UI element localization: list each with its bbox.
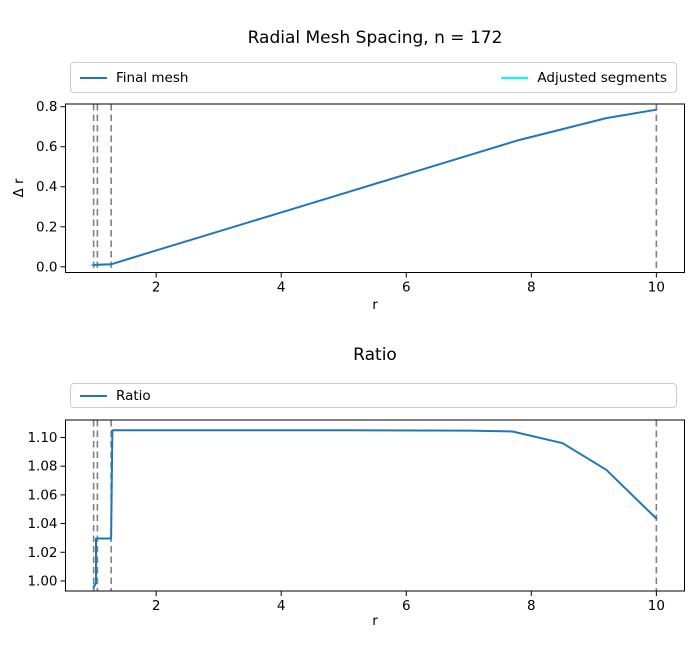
- x-tick-label: 8: [527, 598, 536, 614]
- y-tick-label: 1.08: [27, 459, 57, 475]
- x-tick-label: 2: [152, 280, 161, 296]
- x-tick-label: 4: [277, 598, 286, 614]
- legend-label-final-mesh: Final mesh: [116, 69, 189, 86]
- y-tick-label: 1.00: [27, 573, 57, 589]
- axes-spines: [65, 103, 685, 273]
- final-mesh-line: [92, 108, 658, 266]
- y-tick-label: 0.2: [36, 219, 57, 235]
- top-x-axis-label: r: [372, 297, 378, 313]
- final-mesh-line-swatch: [80, 76, 107, 79]
- adjusted-segments-line-swatch: [501, 76, 529, 79]
- y-tick-label: 1.04: [27, 516, 57, 532]
- legend-label-adjusted-segments: Adjusted segments: [537, 69, 667, 86]
- legend-entry-final-mesh: Final mesh: [80, 70, 188, 86]
- y-tick-label: 0.8: [36, 99, 57, 115]
- top-legend: Final mesh Adjusted segments: [70, 62, 677, 93]
- y-tick-label: 1.02: [27, 545, 57, 561]
- bottom-legend: Ratio: [70, 383, 677, 408]
- x-tick-label: 6: [402, 598, 411, 614]
- y-tick-label: 0.4: [36, 179, 57, 195]
- y-tick-label: 0.0: [36, 259, 57, 275]
- bottom-x-axis-label: r: [372, 613, 378, 629]
- y-tick-label: 1.06: [27, 487, 57, 503]
- x-tick-label: 4: [277, 280, 286, 296]
- bottom-plot-title: Ratio: [353, 345, 397, 365]
- x-tick-label: 8: [527, 280, 536, 296]
- legend-entry-adjusted-segments: Adjusted segments: [501, 70, 667, 86]
- top-plot-title: Radial Mesh Spacing, n = 172: [247, 28, 503, 48]
- legend-entry-ratio: Ratio: [80, 388, 151, 404]
- x-tick-label: 6: [402, 280, 411, 296]
- legend-label-ratio: Ratio: [116, 387, 151, 404]
- ratio-line-swatch: [80, 394, 107, 397]
- y-tick-label: 0.6: [36, 139, 57, 155]
- y-tick-label: 1.10: [27, 430, 57, 446]
- ratio-line: [92, 429, 658, 589]
- axes-spines: [65, 419, 685, 592]
- x-tick-label: 10: [648, 598, 665, 614]
- x-tick-label: 10: [648, 280, 665, 296]
- x-tick-label: 2: [152, 598, 161, 614]
